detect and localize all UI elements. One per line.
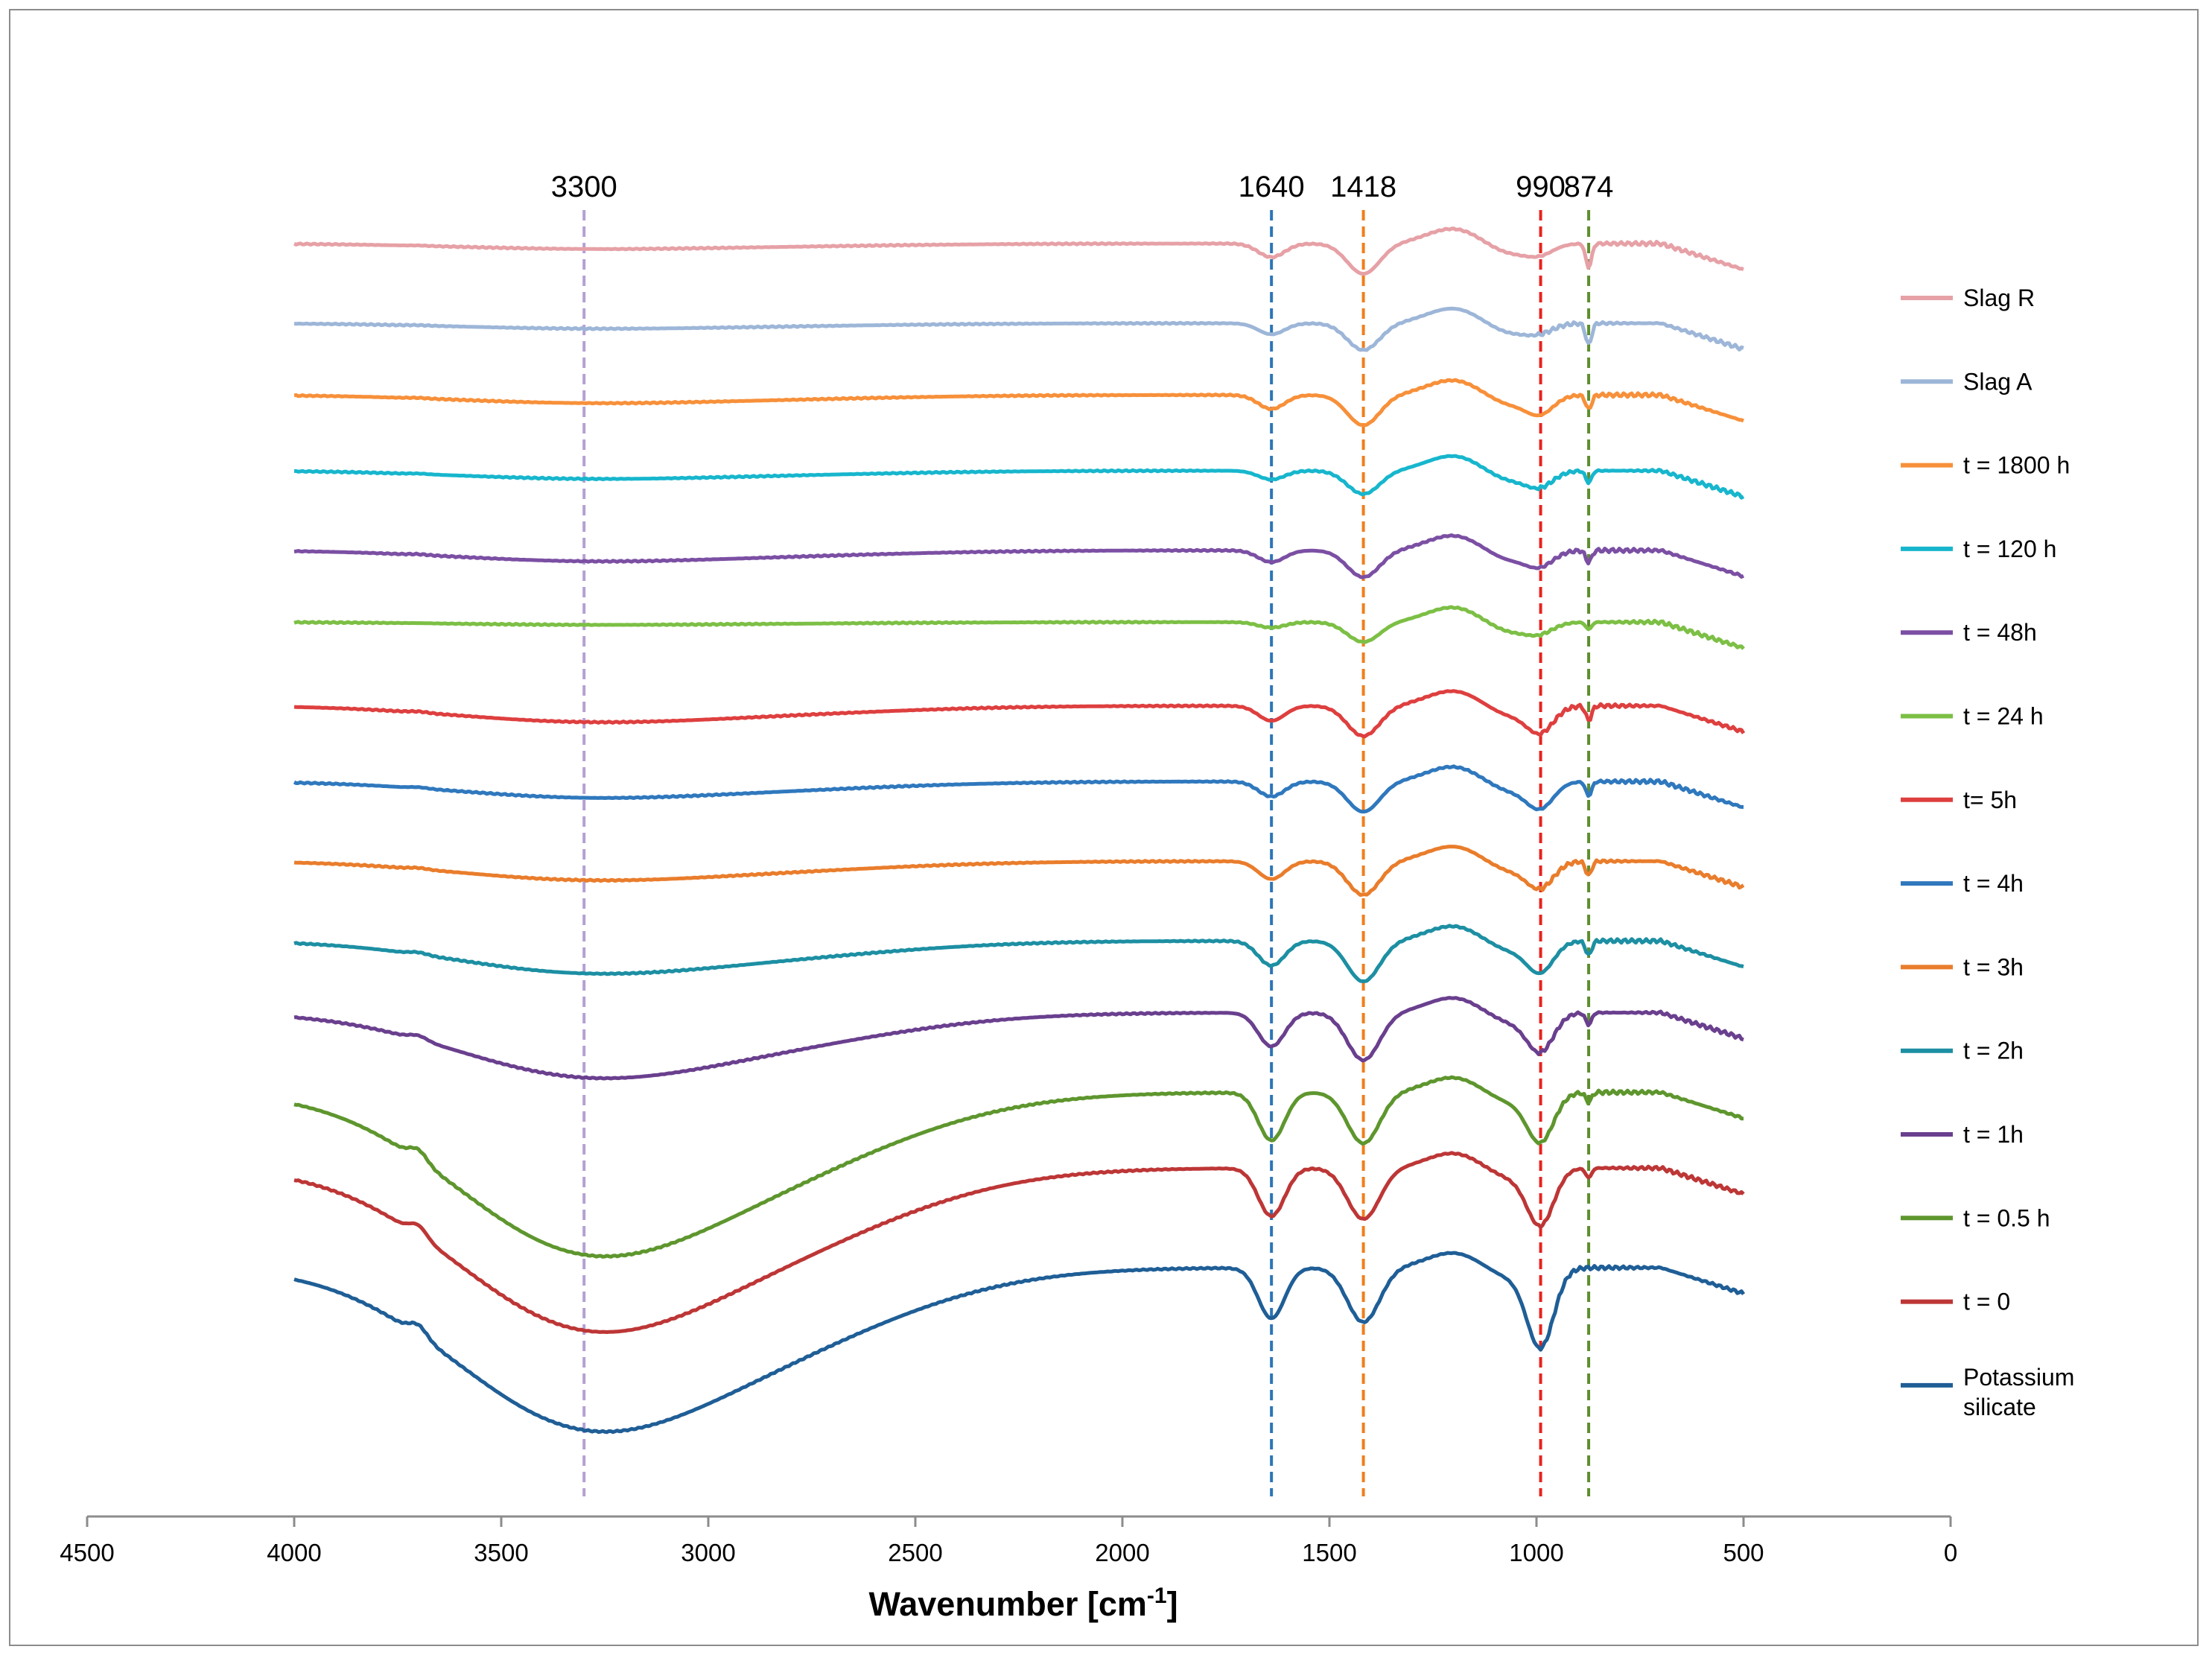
x-tick-label: 4000 bbox=[267, 1539, 321, 1566]
legend-label: t = 120 h bbox=[1963, 536, 2056, 562]
spectrum-line bbox=[293, 378, 1744, 428]
x-tick-label: 1000 bbox=[1509, 1539, 1563, 1566]
x-tick-label: 3500 bbox=[474, 1539, 528, 1566]
spectrum-line bbox=[293, 924, 1744, 983]
x-tick-label: 3000 bbox=[681, 1539, 735, 1566]
legend-label: t = 0.5 h bbox=[1963, 1204, 2050, 1231]
spectrum-line bbox=[293, 454, 1745, 500]
legend-label: Slag R bbox=[1963, 285, 2035, 311]
legend-label: t = 1800 h bbox=[1963, 452, 2070, 479]
x-tick-label: 4500 bbox=[60, 1539, 114, 1566]
chart-frame: 3300 1640 1418 990 874 4500 4000 3500 3000 2500 2… bbox=[9, 9, 2199, 1646]
x-axis-ticks: 4500 4000 3500 3000 2500 2000 1500 1000 500 0 bbox=[60, 1516, 1957, 1566]
spectrum-line bbox=[293, 226, 1744, 276]
legend-label: t = 48h bbox=[1963, 619, 2037, 646]
legend-label: t = 2h bbox=[1963, 1038, 2024, 1064]
spectrum-line bbox=[293, 845, 1745, 898]
spectrum-line bbox=[293, 533, 1745, 579]
x-tick-label: 2000 bbox=[1095, 1539, 1149, 1566]
spectrum-line bbox=[293, 605, 1745, 650]
legend-label: t = 4h bbox=[1963, 870, 2024, 897]
x-tick-label: 1500 bbox=[1302, 1539, 1356, 1566]
annotation-label: 874 bbox=[1564, 171, 1614, 203]
legend-label: Slag A bbox=[1963, 368, 2033, 395]
spectrum-line bbox=[293, 306, 1744, 352]
spectrum-line bbox=[293, 1075, 1744, 1259]
legend: Slag R Slag A t = 1800 h t = 120 h t = 48h t … bbox=[1901, 285, 2074, 1420]
legend-label: t= 5h bbox=[1963, 787, 2017, 813]
spectrum-line bbox=[293, 1151, 1745, 1334]
legend-label: t = 3h bbox=[1963, 953, 2024, 980]
x-tick-label: 0 bbox=[1944, 1539, 1957, 1566]
spectrum-line bbox=[293, 689, 1746, 739]
spectra-layer bbox=[293, 226, 1746, 1435]
x-tick-label: 2500 bbox=[888, 1539, 942, 1566]
spectrum-line bbox=[293, 764, 1744, 814]
x-axis-title: Wavenumber [cm-1] bbox=[868, 1584, 1177, 1623]
legend-label: Potassium silicate bbox=[1963, 1364, 2074, 1420]
legend-label: t = 24 h bbox=[1963, 703, 2044, 730]
annotation-label: 3300 bbox=[551, 171, 617, 203]
annotation-label: 990 bbox=[1516, 171, 1566, 203]
spectrum-line bbox=[293, 996, 1744, 1081]
legend-label: t = 1h bbox=[1963, 1121, 2024, 1148]
annotation-label: 1640 bbox=[1239, 171, 1305, 203]
spectrum-line bbox=[293, 1251, 1746, 1435]
annotation-label: 1418 bbox=[1330, 171, 1396, 203]
x-tick-label: 500 bbox=[1723, 1539, 1764, 1566]
legend-label: t = 0 bbox=[1963, 1289, 2010, 1315]
